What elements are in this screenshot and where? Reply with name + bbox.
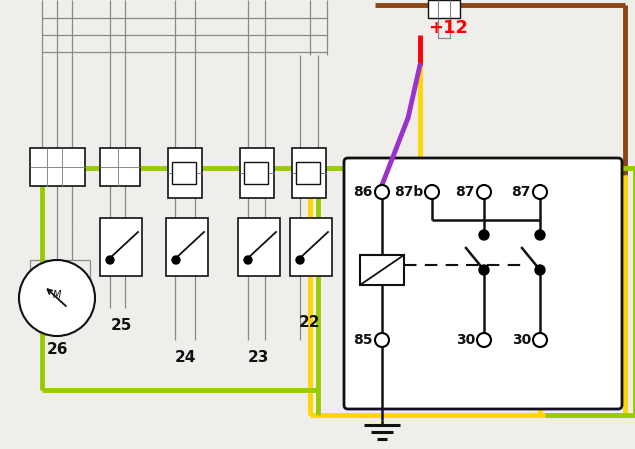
Bar — [100, 218, 142, 276]
Text: 30: 30 — [456, 333, 475, 347]
Text: 30: 30 — [512, 333, 531, 347]
Circle shape — [535, 230, 545, 240]
Bar — [30, 148, 85, 186]
Bar — [168, 148, 202, 198]
Bar — [240, 148, 274, 198]
Bar — [360, 255, 404, 285]
Text: M: M — [53, 290, 61, 300]
Circle shape — [106, 256, 114, 264]
Text: 23: 23 — [247, 350, 269, 365]
Circle shape — [533, 185, 547, 199]
Text: 87: 87 — [512, 185, 531, 199]
Circle shape — [375, 333, 389, 347]
Circle shape — [477, 185, 491, 199]
Text: 22: 22 — [299, 315, 321, 330]
Circle shape — [244, 256, 252, 264]
Text: +12: +12 — [428, 19, 468, 37]
Circle shape — [479, 265, 489, 275]
Text: 86: 86 — [354, 185, 373, 199]
Bar — [428, 0, 460, 18]
Bar — [290, 218, 332, 276]
Circle shape — [479, 230, 489, 240]
Circle shape — [535, 265, 545, 275]
Bar — [244, 162, 268, 184]
Circle shape — [375, 185, 389, 199]
Bar — [172, 162, 196, 184]
Text: 87b: 87b — [394, 185, 423, 199]
Circle shape — [296, 256, 304, 264]
Circle shape — [19, 260, 95, 336]
Bar — [100, 148, 140, 186]
Bar — [166, 218, 208, 276]
Circle shape — [172, 256, 180, 264]
Circle shape — [425, 185, 439, 199]
Text: 25: 25 — [110, 318, 131, 333]
Text: 26: 26 — [46, 342, 68, 357]
Bar — [292, 148, 326, 198]
Text: 24: 24 — [175, 350, 196, 365]
Text: 87: 87 — [456, 185, 475, 199]
Circle shape — [477, 333, 491, 347]
Bar — [238, 218, 280, 276]
Bar — [296, 162, 320, 184]
FancyBboxPatch shape — [344, 158, 622, 409]
Circle shape — [533, 333, 547, 347]
Text: 85: 85 — [354, 333, 373, 347]
